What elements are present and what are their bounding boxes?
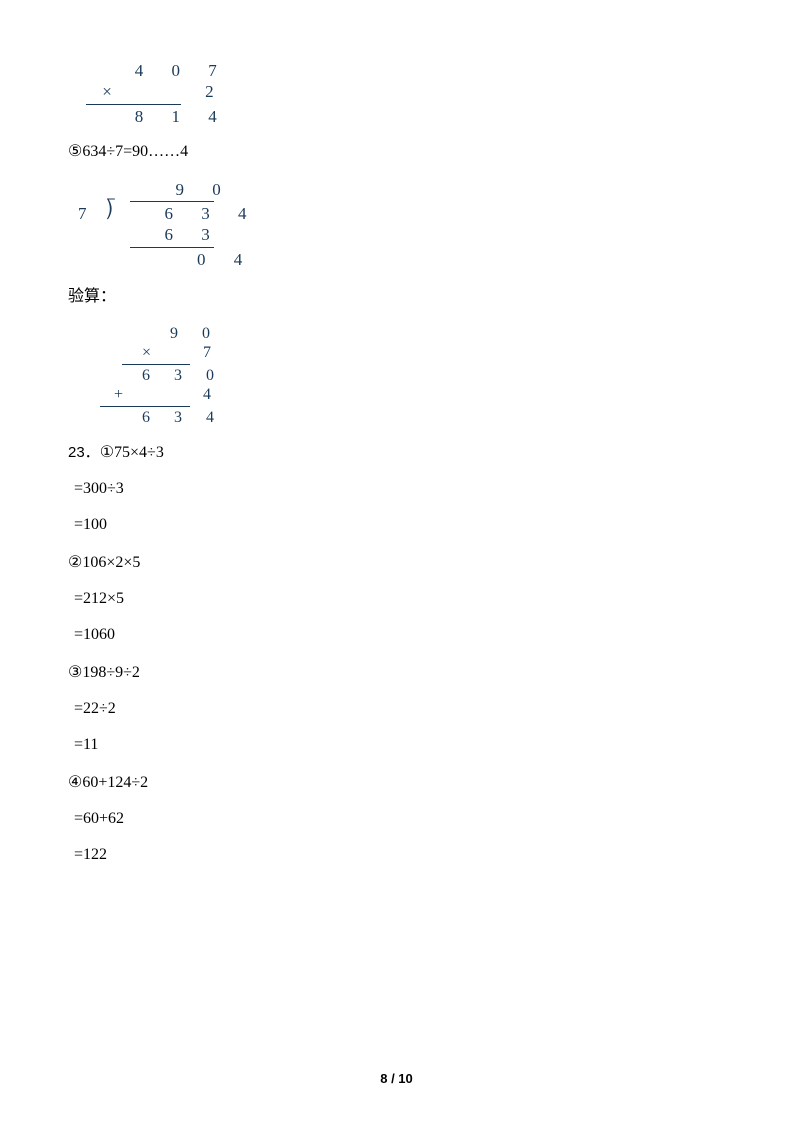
dividend: 6 3 4	[78, 203, 238, 224]
problem-5-statement: ⑤634÷7=90……4	[68, 141, 725, 161]
mult-row: 8 1 4	[86, 106, 725, 127]
quotient-row: 9 0	[78, 179, 238, 200]
page-footer: 8 / 10	[0, 1071, 793, 1086]
div-rule	[130, 201, 214, 202]
step-line: =11	[68, 736, 725, 754]
check-row: 9 0	[100, 324, 725, 344]
div-remainder: 0 4	[78, 249, 238, 270]
div-step: 6 3	[78, 224, 238, 245]
step-line: =60+62	[68, 810, 725, 828]
step-line: =212×5	[68, 590, 725, 608]
problem-23-line: 23．①75×4÷3	[68, 441, 725, 462]
long-division-work: 9 0 7 ⟌ 6 3 4 6 3 0 4	[78, 179, 238, 270]
div-rule	[130, 247, 214, 248]
check-row: 6 3 4	[100, 408, 725, 428]
mult-rule	[86, 104, 181, 105]
division-bracket: ⟌	[106, 197, 115, 225]
problem-head: ④60+124÷2	[68, 772, 725, 792]
problem-head: ①75×4÷3	[100, 444, 164, 461]
problem-head: ②106×2×5	[68, 552, 725, 572]
check-rule	[122, 364, 190, 365]
check-label: 验算：	[68, 282, 725, 306]
problem-head: ③198÷9÷2	[68, 662, 725, 682]
multiplication-work-1: 4 0 7 × 2 8 1 4	[86, 60, 725, 127]
check-rule	[100, 406, 190, 407]
step-line: =22÷2	[68, 700, 725, 718]
mult-row: 4 0 7	[86, 60, 725, 81]
step-line: =122	[68, 846, 725, 864]
step-line: =100	[68, 516, 725, 534]
check-row: × 7	[100, 343, 725, 363]
divisor: 7	[78, 203, 99, 224]
check-work: 9 0 × 7 6 3 0 + 4 6 3 4	[100, 324, 725, 428]
q23-number: 23．	[68, 444, 100, 461]
mult-row: × 2	[86, 81, 725, 102]
step-line: =300÷3	[68, 480, 725, 498]
check-row: + 4	[100, 385, 725, 405]
check-row: 6 3 0	[100, 366, 725, 386]
step-line: =1060	[68, 626, 725, 644]
